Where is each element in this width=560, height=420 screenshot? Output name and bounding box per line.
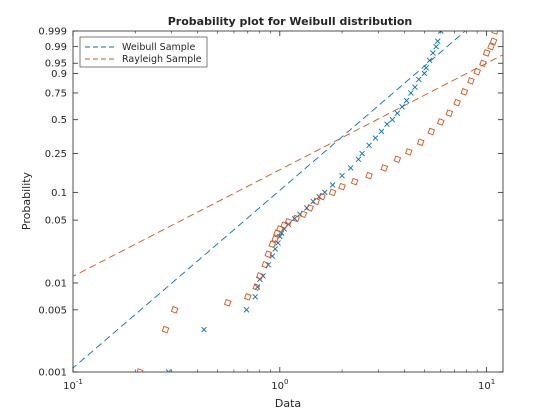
rayleigh-marker bbox=[328, 188, 337, 197]
fit-lines bbox=[73, 31, 503, 369]
y-tick-label: 0.5 bbox=[51, 115, 67, 126]
x-tick-label: 10-1 bbox=[63, 378, 83, 392]
weibull-marker bbox=[347, 165, 354, 171]
weibull-marker bbox=[430, 50, 436, 56]
weibull-marker bbox=[366, 142, 372, 149]
weibull-marker bbox=[421, 70, 428, 77]
rayleigh-marker bbox=[170, 306, 179, 314]
rayleigh-marker bbox=[243, 293, 252, 301]
rayleigh-marker bbox=[284, 217, 293, 226]
x-tick-label: 101 bbox=[478, 378, 495, 392]
rayleigh-marker bbox=[491, 31, 499, 35]
rayleigh-marker bbox=[292, 214, 300, 223]
weibull-marker bbox=[403, 97, 410, 104]
rayleigh-marker bbox=[271, 235, 279, 243]
rayleigh-marker bbox=[299, 210, 308, 219]
weibull-marker bbox=[378, 128, 385, 135]
y-tick-label: 0.75 bbox=[45, 88, 67, 99]
weibull-marker bbox=[433, 43, 439, 50]
legend-label-weibull: Weibull Sample bbox=[122, 42, 195, 53]
rayleigh-marker bbox=[416, 138, 425, 147]
weibull-marker bbox=[408, 90, 414, 96]
weibull-marker bbox=[412, 84, 418, 91]
rayleigh-marker bbox=[312, 197, 321, 206]
weibull-marker bbox=[394, 110, 401, 116]
y-tick-label: 0.1 bbox=[51, 188, 67, 199]
weibull-marker bbox=[437, 31, 444, 34]
rayleigh-marker bbox=[445, 109, 454, 117]
x-tick-label: 100 bbox=[271, 378, 288, 392]
data-markers bbox=[135, 31, 499, 372]
rayleigh-marker bbox=[255, 272, 264, 280]
y-tick-label: 0.01 bbox=[45, 279, 67, 290]
y-tick-label: 0.001 bbox=[38, 368, 67, 379]
rayleigh-marker bbox=[338, 182, 346, 191]
rayleigh-marker bbox=[436, 118, 445, 126]
weibull-marker bbox=[329, 182, 336, 188]
legend-label-rayleigh: Rayleigh Sample bbox=[122, 54, 202, 65]
rayleigh-marker bbox=[261, 260, 269, 269]
rayleigh-marker bbox=[473, 67, 481, 76]
rayleigh-marker bbox=[393, 155, 402, 164]
y-axis-label: Probability bbox=[20, 171, 33, 230]
rayleigh-marker bbox=[268, 240, 277, 249]
plot-area bbox=[72, 30, 504, 373]
weibull-marker bbox=[434, 38, 441, 45]
rayleigh-marker bbox=[467, 77, 475, 85]
weibull-marker bbox=[384, 121, 390, 128]
x-axis-ticks: 10-1 100 101 bbox=[63, 31, 495, 392]
weibull-marker bbox=[399, 104, 405, 110]
y-tick-label: 0.95 bbox=[45, 59, 67, 70]
weibull-marker bbox=[359, 150, 365, 157]
rayleigh-marker bbox=[350, 177, 359, 186]
rayleigh-marker bbox=[489, 37, 498, 46]
rayleigh-marker bbox=[252, 283, 261, 291]
weibull-marker bbox=[252, 294, 258, 300]
weibull-marker bbox=[201, 326, 207, 333]
weibull-marker bbox=[389, 116, 396, 123]
y-tick-label: 0.25 bbox=[45, 149, 67, 160]
weibull-marker bbox=[426, 57, 433, 64]
weibull-marker bbox=[355, 156, 362, 163]
rayleigh-marker bbox=[264, 250, 273, 258]
chart-title: Probability plot for Weibull distributio… bbox=[168, 15, 413, 28]
rayleigh-marker bbox=[365, 171, 373, 180]
rayleigh-marker bbox=[487, 42, 495, 51]
rayleigh-marker bbox=[427, 127, 436, 136]
rayleigh-marker bbox=[306, 204, 314, 212]
weibull-marker bbox=[243, 307, 250, 313]
fit-line-weibull bbox=[73, 31, 466, 369]
y-tick-label: 0.005 bbox=[38, 305, 67, 316]
rayleigh-marker bbox=[318, 192, 326, 201]
y-tick-label: 0.9 bbox=[51, 69, 67, 80]
rayleigh-marker bbox=[482, 49, 491, 57]
weibull-marker bbox=[165, 369, 172, 372]
y-tick-label: 0.99 bbox=[45, 42, 67, 53]
rayleigh-marker bbox=[380, 164, 389, 172]
y-tick-label: 0.999 bbox=[38, 27, 67, 38]
rayleigh-marker bbox=[460, 88, 469, 96]
rayleigh-marker bbox=[453, 98, 461, 107]
rayleigh-marker bbox=[223, 299, 232, 307]
legend: Weibull Sample Rayleigh Sample bbox=[79, 36, 208, 68]
rayleigh-marker bbox=[479, 59, 487, 68]
weibull-marker bbox=[372, 135, 379, 141]
x-axis-label: Data bbox=[275, 397, 301, 410]
legend-box bbox=[79, 36, 208, 68]
rayleigh-marker bbox=[135, 368, 144, 372]
weibull-marker bbox=[423, 65, 429, 71]
weibull-marker bbox=[339, 172, 345, 179]
rayleigh-marker bbox=[161, 325, 170, 334]
weibull-marker bbox=[415, 76, 422, 83]
y-tick-label: 0.05 bbox=[45, 216, 67, 227]
weibull-marker bbox=[275, 240, 281, 246]
y-axis-ticks: 0.001 0.005 0.01 0.05 0.1 0.25 0.5 0.75 0.90.95 0… bbox=[38, 27, 503, 379]
rayleigh-marker bbox=[404, 148, 413, 156]
axes-box bbox=[72, 30, 504, 373]
